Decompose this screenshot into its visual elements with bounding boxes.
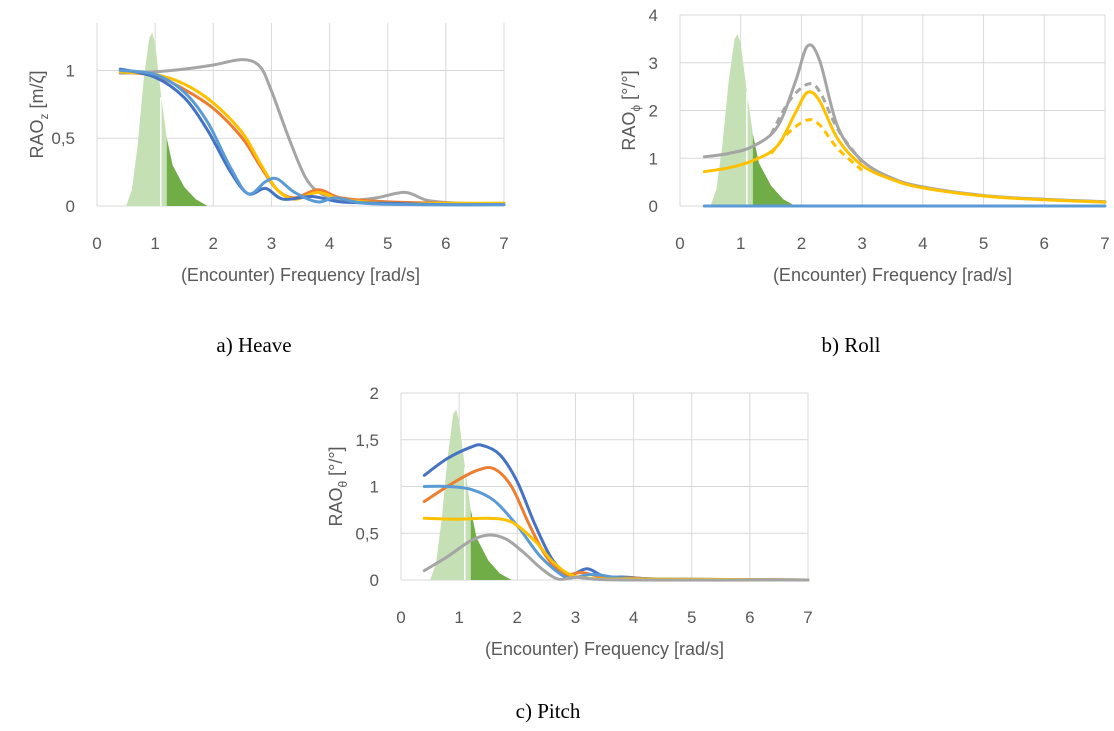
x-tick-label: 6 [745, 608, 754, 627]
series-line-1 [118, 58, 506, 205]
y-tick-label: 1 [66, 61, 75, 80]
y-axis-title: RAOϕ [°/°] [619, 70, 643, 150]
x-axis-title: (Encounter) Frequency [rad/s] [773, 265, 1012, 285]
series-line-5 [422, 533, 810, 582]
y-axis-title-subscript: ϕ [629, 105, 643, 112]
series-line-3 [769, 118, 864, 172]
x-tick-label: 7 [499, 234, 508, 253]
y-tick-label: 0 [66, 197, 75, 216]
y-axis-title: RAOθ [°/°] [326, 446, 350, 526]
y-tick-label: 0 [649, 197, 658, 216]
x-tick-label: 7 [803, 608, 812, 627]
y-axis-title-unit: [°/°] [326, 446, 346, 480]
x-tick-label: 1 [454, 608, 463, 627]
x-tick-label: 2 [797, 234, 806, 253]
y-axis-title-subscript: θ [336, 481, 350, 488]
y-tick-label: 2 [370, 384, 379, 403]
x-axis-title: (Encounter) Frequency [rad/s] [181, 265, 420, 285]
x-tick-label: 0 [675, 234, 684, 253]
x-tick-label: 5 [979, 234, 988, 253]
x-tick-label: 4 [325, 234, 334, 253]
x-tick-label: 4 [629, 608, 638, 627]
y-tick-label: 0,5 [51, 129, 75, 148]
y-tick-label: 2 [649, 102, 658, 121]
x-tick-label: 3 [571, 608, 580, 627]
y-tick-label: 1,5 [355, 431, 379, 450]
y-tick-label: 4 [649, 6, 658, 25]
chart-panel-a: 0 1 2 3 4 5 6 7 0 0,5 1 (Encounter) Frequency [rad/… [27, 23, 509, 357]
wave-spectrum-area [430, 409, 512, 580]
x-tick-label: 5 [383, 234, 392, 253]
wave-spectrum-highlight [752, 134, 796, 206]
x-axis-title: (Encounter) Frequency [rad/s] [485, 639, 724, 659]
panel-caption: c) Pitch [516, 699, 581, 723]
wave-spectrum-area [126, 32, 208, 206]
series-line-2 [769, 82, 864, 164]
panel-caption: a) Heave [216, 333, 291, 357]
x-tick-label: 4 [918, 234, 927, 253]
y-tick-label: 1 [649, 149, 658, 168]
y-axis-title-unit: [°/°] [619, 70, 639, 104]
x-tick-label: 3 [857, 234, 866, 253]
x-tick-label: 3 [267, 234, 276, 253]
y-tick-label: 1 [370, 478, 379, 497]
wave-spectrum-highlight [166, 138, 208, 206]
y-axis-title-main: RAO [326, 488, 346, 527]
x-tick-label: 0 [396, 608, 405, 627]
x-tick-label: 1 [736, 234, 745, 253]
y-tick-label: 0 [370, 571, 379, 590]
series-line-5 [118, 68, 506, 207]
x-tick-label: 6 [441, 234, 450, 253]
x-tick-label: 0 [92, 234, 101, 253]
series-line-4 [702, 90, 1107, 204]
panel-caption: b) Roll [822, 333, 881, 357]
y-axis-title-subscript: z [37, 113, 51, 119]
y-axis-title-main: RAO [619, 112, 639, 151]
wave-spectrum-area [710, 34, 796, 206]
x-tick-label: 7 [1100, 234, 1109, 253]
chart-panel-b: 0 1 2 3 4 5 6 7 0 1 2 3 4 (Encounter) Frequency [rad/… [619, 6, 1110, 357]
y-tick-label: 3 [649, 54, 658, 73]
y-tick-label: 0,5 [355, 524, 379, 543]
x-tick-label: 5 [687, 608, 696, 627]
x-tick-label: 2 [209, 234, 218, 253]
x-tick-label: 1 [150, 234, 159, 253]
y-axis-title: RAOz [m/ζ] [27, 71, 51, 159]
x-tick-label: 2 [513, 608, 522, 627]
x-tick-label: 6 [1040, 234, 1049, 253]
chart-panel-c: 0 1 2 3 4 5 6 7 0 0,5 1 1,5 2 (Encounter) Frequency [… [326, 384, 813, 723]
wave-spectrum-highlight [470, 509, 512, 580]
y-axis-title-unit: [m/ζ] [27, 71, 47, 114]
y-axis-title-main: RAO [27, 119, 47, 158]
